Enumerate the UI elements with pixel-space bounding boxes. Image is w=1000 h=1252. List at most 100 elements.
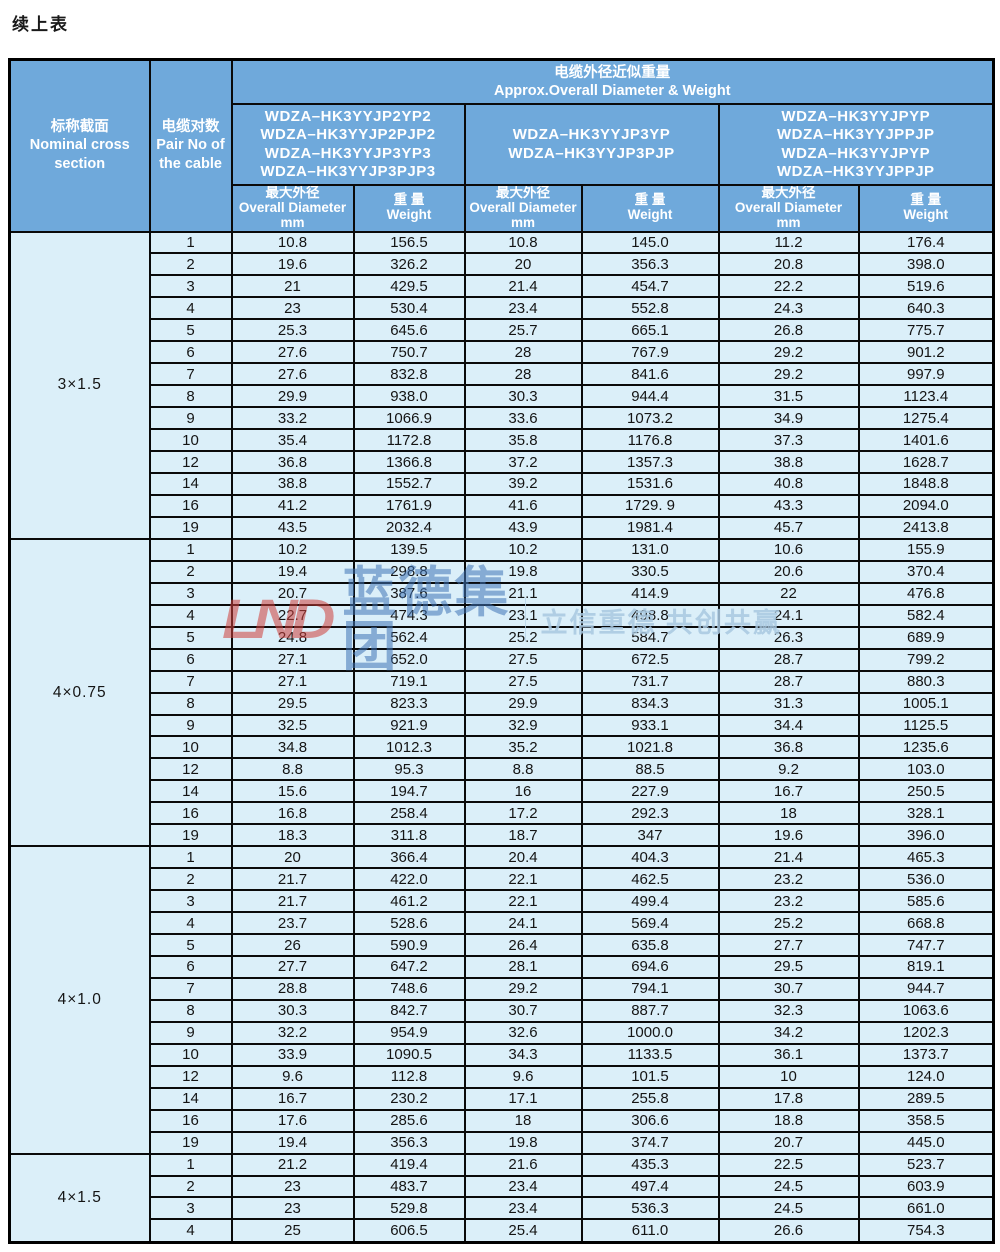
weight-cell: 230.2 — [352, 1086, 466, 1111]
diameter-cell: 34.8 — [230, 735, 355, 760]
header-overall-diameter-3: 最大外径 Overall Diameter mm — [717, 184, 860, 233]
weight-cell: 292.3 — [580, 801, 720, 826]
diameter-cell: 8.8 — [463, 757, 583, 782]
weight-cell: 887.7 — [580, 998, 720, 1023]
table-row: 2 23 483.7 23.4 497.4 24.5 603.9 — [10, 1174, 995, 1199]
diameter-cell: 27.6 — [230, 362, 355, 387]
weight-cell: 799.2 — [857, 647, 995, 672]
weight-cell: 767.9 — [580, 340, 720, 365]
diameter-cell: 29.9 — [463, 691, 583, 716]
pair-count-cell: 10 — [148, 735, 233, 760]
weight-cell: 562.4 — [352, 625, 466, 650]
pair-count-cell: 1 — [148, 537, 233, 562]
weight-cell: 1366.8 — [352, 450, 466, 475]
weight-cell: 2032.4 — [352, 515, 466, 540]
diameter-cell: 9.2 — [717, 757, 860, 782]
weight-cell: 176.4 — [857, 230, 995, 255]
pair-count-cell: 4 — [148, 1218, 233, 1244]
table-row: 4 23 530.4 23.4 552.8 24.3 640.3 — [10, 296, 995, 321]
table-row: 5 26 590.9 26.4 635.8 27.7 747.7 — [10, 933, 995, 957]
pair-count-cell: 10 — [148, 428, 233, 453]
diameter-cell: 17.2 — [463, 801, 583, 826]
diameter-cell: 31.5 — [717, 384, 860, 409]
weight-cell: 1125.5 — [857, 713, 995, 738]
table-row: 4 23.7 528.6 24.1 569.4 25.2 668.8 — [10, 911, 995, 936]
pair-count-cell: 8 — [148, 998, 233, 1023]
pair-count-cell: 6 — [148, 647, 233, 672]
weight-cell: 255.8 — [580, 1086, 720, 1111]
diameter-cell: 25.2 — [463, 625, 583, 650]
pair-count-cell: 16 — [148, 801, 233, 826]
weight-cell: 2413.8 — [857, 515, 995, 540]
weight-cell: 1133.5 — [580, 1042, 720, 1067]
weight-cell: 603.9 — [857, 1174, 995, 1199]
weight-cell: 640.3 — [857, 296, 995, 321]
pair-count-cell: 5 — [148, 625, 233, 650]
diameter-cell: 31.3 — [717, 691, 860, 716]
diameter-cell: 34.9 — [717, 406, 860, 431]
pair-count-cell: 5 — [148, 933, 233, 957]
weight-cell: 356.3 — [580, 252, 720, 277]
diameter-cell: 20 — [463, 252, 583, 277]
diameter-cell: 20.4 — [463, 845, 583, 870]
weight-cell: 404.3 — [580, 845, 720, 870]
weight-cell: 370.4 — [857, 559, 995, 584]
weight-cell: 647.2 — [352, 954, 466, 979]
weight-cell: 832.8 — [352, 362, 466, 387]
diameter-cell: 17.1 — [463, 1086, 583, 1111]
weight-cell: 552.8 — [580, 296, 720, 321]
weight-cell: 429.5 — [352, 274, 466, 299]
diameter-cell: 30.3 — [463, 384, 583, 409]
diameter-cell: 10.2 — [463, 537, 583, 562]
table-row: 14 38.8 1552.7 39.2 1531.6 40.8 1848.8 — [10, 472, 995, 496]
table-row: 2 19.4 298.8 19.8 330.5 20.6 370.4 — [10, 559, 995, 584]
weight-cell: 1005.1 — [857, 691, 995, 716]
table-row: 10 33.9 1090.5 34.3 1133.5 36.1 1373.7 — [10, 1042, 995, 1067]
table-row: 3 21 429.5 21.4 454.7 22.2 519.6 — [10, 274, 995, 299]
weight-cell: 462.5 — [580, 867, 720, 892]
pair-count-cell: 2 — [148, 252, 233, 277]
section-label: 4×1.0 — [8, 845, 151, 1155]
diameter-cell: 23.4 — [463, 1196, 583, 1221]
diameter-cell: 27.7 — [230, 954, 355, 979]
weight-cell: 1090.5 — [352, 1042, 466, 1067]
weight-cell: 944.7 — [857, 976, 995, 1001]
weight-cell: 326.2 — [352, 252, 466, 277]
weight-cell: 1066.9 — [352, 406, 466, 431]
diameter-cell: 21.7 — [230, 867, 355, 892]
diameter-cell: 22.5 — [717, 1152, 860, 1177]
diameter-cell: 28.7 — [717, 669, 860, 694]
diameter-cell: 21.2 — [230, 1152, 355, 1177]
weight-cell: 422.0 — [352, 867, 466, 892]
table-row: 6 27.1 652.0 27.5 672.5 28.7 799.2 — [10, 647, 995, 672]
weight-cell: 2094.0 — [857, 493, 995, 518]
diameter-cell: 30.7 — [463, 998, 583, 1023]
table-row: 7 27.1 719.1 27.5 731.7 28.7 880.3 — [10, 669, 995, 694]
pair-count-cell: 14 — [148, 472, 233, 496]
table-row: 4 25 606.5 25.4 611.0 26.6 754.3 — [10, 1218, 995, 1244]
pair-count-cell: 19 — [148, 823, 233, 848]
header-approx-diameter-weight: 电缆外径近似重量 Approx.Overall Diameter & Weigh… — [230, 58, 995, 105]
diameter-cell: 20.6 — [717, 559, 860, 584]
diameter-cell: 10 — [717, 1064, 860, 1089]
table-row: 14 15.6 194.7 16 227.9 16.7 250.5 — [10, 779, 995, 804]
weight-cell: 498.8 — [580, 603, 720, 628]
diameter-cell: 23 — [230, 1174, 355, 1199]
pair-count-cell: 19 — [148, 1130, 233, 1155]
diameter-cell: 23 — [230, 296, 355, 321]
weight-cell: 944.4 — [580, 384, 720, 409]
header-model-group-1: WDZA–HK3YYJP2YP2 WDZA–HK3YYJP2PJP2 WDZA–… — [230, 103, 466, 186]
diameter-cell: 36.8 — [230, 450, 355, 475]
diameter-cell: 22.1 — [463, 889, 583, 914]
weight-cell: 1628.7 — [857, 450, 995, 475]
table-row: 10 34.8 1012.3 35.2 1021.8 36.8 1235.6 — [10, 735, 995, 760]
table-row: 5 24.8 562.4 25.2 584.7 26.3 689.9 — [10, 625, 995, 650]
table-row: 2 21.7 422.0 22.1 462.5 23.2 536.0 — [10, 867, 995, 892]
weight-cell: 103.0 — [857, 757, 995, 782]
weight-cell: 819.1 — [857, 954, 995, 979]
weight-cell: 880.3 — [857, 669, 995, 694]
weight-cell: 1761.9 — [352, 493, 466, 518]
table-row: 12 8.8 95.3 8.8 88.5 9.2 103.0 — [10, 757, 995, 782]
weight-cell: 95.3 — [352, 757, 466, 782]
table-row: 4×1.5 1 21.2 419.4 21.6 435.3 22.5 523.7 — [8, 1152, 995, 1244]
